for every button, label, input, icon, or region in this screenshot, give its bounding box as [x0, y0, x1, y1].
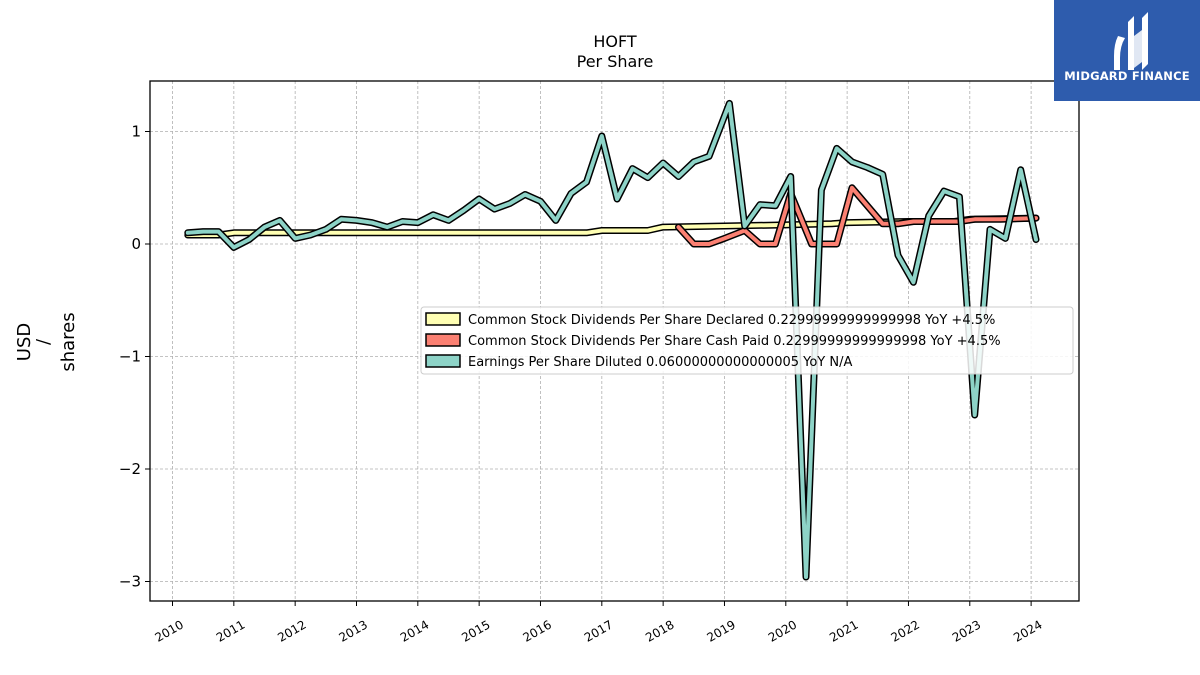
- x-tick-label: 2012: [275, 617, 308, 644]
- x-tick-label: 2020: [766, 617, 799, 644]
- x-tick-label: 2018: [643, 617, 676, 644]
- legend-swatch-declared: [425, 312, 461, 326]
- y-tick-label: −3: [119, 573, 141, 591]
- chart-title: HOFT: [593, 32, 637, 51]
- y-tick-label: 0: [131, 235, 141, 253]
- x-tick-label: 2011: [214, 617, 247, 644]
- legend-swatch-eps-diluted: [425, 354, 461, 368]
- x-tick-label: 2021: [827, 617, 860, 644]
- y-tick-label: −1: [119, 348, 141, 366]
- legend: Common Stock Dividends Per Share Declare…: [420, 306, 1074, 375]
- plot-frame: [149, 80, 1080, 602]
- x-tick-label: 2022: [889, 617, 922, 644]
- y-tick-label: −2: [119, 460, 141, 478]
- watermark-logo: MIDGARD FINANCE: [1054, 0, 1200, 101]
- legend-label-cash-paid: Common Stock Dividends Per Share Cash Pa…: [468, 334, 1001, 349]
- logo-mark-icon: [1114, 12, 1148, 70]
- y-axis-label: USD / shares: [14, 312, 79, 371]
- x-tick-label: 2019: [705, 617, 738, 644]
- legend-frame: [420, 306, 1074, 375]
- series-line-eps-diluted: [185, 101, 1038, 579]
- watermark-text: MIDGARD FINANCE: [1064, 69, 1190, 83]
- x-tick-label: 2010: [153, 617, 186, 644]
- x-tick-label: 2017: [582, 617, 615, 644]
- y-axis-label-denominator: shares: [58, 312, 79, 371]
- y-tick-label: 1: [131, 123, 141, 141]
- x-tick-label: 2015: [459, 617, 492, 644]
- x-tick-label: 2014: [398, 617, 431, 644]
- y-axis-label-divider: /: [33, 338, 54, 345]
- x-tick-label: 2024: [1011, 617, 1044, 644]
- x-tick-label: 2013: [337, 617, 370, 644]
- y-axis-label-unit: USD: [14, 323, 35, 361]
- legend-label-declared: Common Stock Dividends Per Share Declare…: [468, 313, 995, 328]
- legend-swatch-cash-paid: [425, 333, 461, 347]
- x-tick-label: 2023: [950, 617, 983, 644]
- legend-label-eps-diluted: Earnings Per Share Diluted 0.06000000000…: [468, 355, 852, 370]
- series-layer: [184, 99, 1040, 581]
- tick-layer: 1 0 −1 −2 −3 2010 2011 2012 2013 2014 2015 2016 2017…: [119, 123, 1045, 645]
- chart-subtitle: Per Share: [577, 52, 654, 71]
- x-tick-label: 2016: [521, 617, 554, 644]
